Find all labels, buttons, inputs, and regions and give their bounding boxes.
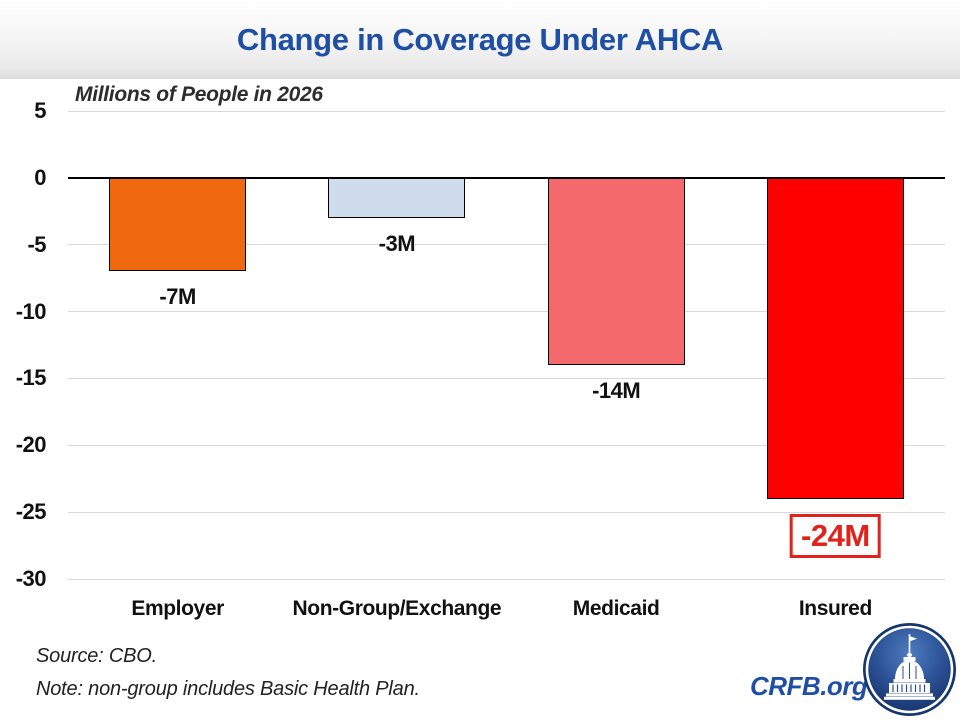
y-tick-label: -15 <box>15 365 47 391</box>
gridline <box>68 311 945 313</box>
title-band <box>0 0 960 79</box>
bar-value-label: -14M <box>592 378 641 404</box>
bar-value-label: -24M <box>790 513 881 558</box>
y-tick-label: -5 <box>27 231 46 257</box>
axis-unit-label: Millions of People in 2026 <box>75 83 323 106</box>
y-tick-label: -25 <box>15 499 47 525</box>
bar-value-label: -7M <box>159 284 196 310</box>
gridline <box>68 244 945 246</box>
source-text: Source: CBO. <box>36 645 157 667</box>
note-text: Note: non-group includes Basic Health Pl… <box>36 678 420 700</box>
y-tick-label: 0 <box>34 164 46 190</box>
gridline <box>68 110 945 112</box>
crfb-org-label: CRFB.org <box>750 671 868 701</box>
gridline <box>68 578 945 580</box>
x-axis-category-label: Medicaid <box>572 597 660 620</box>
crfb-logo <box>863 623 956 716</box>
y-tick-label: -30 <box>15 566 47 591</box>
capitol-icon <box>863 623 956 716</box>
bar-value-label: -3M <box>378 230 416 256</box>
y-tick-label: -10 <box>15 298 47 324</box>
x-axis-line <box>68 176 945 179</box>
y-tick-label: 5 <box>34 98 46 123</box>
gridline <box>68 444 945 446</box>
x-axis-category-label: Employer <box>131 597 224 620</box>
y-tick-label: -20 <box>15 432 47 458</box>
bar <box>328 177 466 218</box>
bar <box>547 177 685 366</box>
x-axis-category-label: Non-Group/Exchange <box>292 597 502 620</box>
gridline <box>68 511 945 513</box>
gridline <box>68 377 945 379</box>
x-axis-category-label: Insured <box>798 597 872 620</box>
chart-title: Change in Coverage Under AHCA <box>236 22 724 57</box>
bar <box>109 177 247 272</box>
bar <box>766 177 904 499</box>
